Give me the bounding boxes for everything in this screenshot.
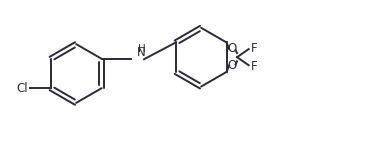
Text: F: F (251, 60, 257, 73)
Text: F: F (251, 42, 257, 55)
Text: O: O (228, 42, 237, 55)
Text: N: N (137, 46, 146, 59)
Text: Cl: Cl (16, 82, 28, 95)
Text: H: H (138, 44, 146, 54)
Text: O: O (228, 59, 237, 72)
